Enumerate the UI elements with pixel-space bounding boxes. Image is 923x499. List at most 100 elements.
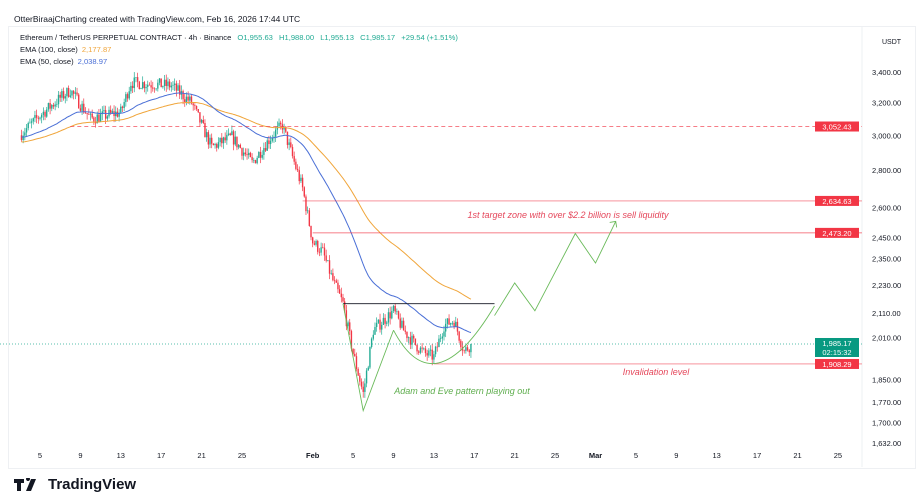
candle-body [298, 170, 300, 182]
candle-body [52, 105, 55, 107]
ema50-label: EMA (50, close) [20, 57, 74, 66]
x-tick-label: 17 [470, 451, 478, 460]
candle-body [436, 346, 438, 348]
candle-body [409, 337, 412, 345]
candle-body [121, 106, 124, 108]
ema100-label: EMA (100, close) [20, 45, 78, 54]
candle-body [242, 152, 245, 156]
candle-body [401, 320, 403, 328]
x-tick-label: 21 [511, 451, 519, 460]
candle-body [138, 81, 141, 90]
candle-body [323, 247, 326, 256]
y-tick-label: 3,200.00 [872, 99, 901, 108]
level-price-label: 2,473.20 [822, 229, 851, 238]
candle-body [59, 94, 61, 98]
ema100-legend[interactable]: EMA (100, close) 2,177.87 [20, 45, 115, 54]
candle-body [168, 81, 171, 88]
candle-body [261, 154, 263, 158]
candle-body [301, 177, 304, 188]
candle-body [140, 88, 142, 90]
candle-body [155, 88, 157, 90]
ohlc-close: C1,985.17 [360, 33, 396, 42]
candle-body [451, 322, 454, 324]
candle-body [25, 128, 28, 133]
candle-body [278, 122, 280, 127]
x-tick-label: 25 [238, 451, 246, 460]
candle-body [306, 210, 309, 212]
candle-body [22, 135, 24, 140]
candle-body [236, 136, 238, 148]
candle-body [30, 121, 33, 123]
candle-body [428, 350, 430, 356]
candle-body [42, 111, 45, 115]
candle-body [160, 78, 162, 88]
candle-body [167, 81, 169, 86]
candle-body [434, 346, 437, 355]
level-price-tag [815, 227, 859, 238]
candle-body [141, 82, 144, 89]
x-tick-label: 13 [117, 451, 125, 460]
candle-body [91, 113, 93, 118]
candle-body [355, 356, 358, 369]
y-tick-label: 2,110.00 [872, 309, 901, 318]
ema50-legend[interactable]: EMA (50, close) 2,038.97 [20, 57, 111, 66]
x-tick-label: 13 [430, 451, 438, 460]
candle-body [330, 273, 332, 274]
candle-body [300, 177, 302, 182]
level-price-label: 3,052.43 [822, 123, 851, 132]
pattern-annotation: Adam and Eve pattern playing out [393, 386, 530, 396]
candle-body [386, 322, 388, 324]
candle-body [37, 117, 40, 119]
candle-body [222, 137, 225, 144]
y-tick-label: 2,450.00 [872, 234, 901, 243]
candle-body [103, 110, 105, 112]
candle-body [217, 142, 220, 148]
candle-body [455, 321, 457, 327]
candle-body [229, 133, 231, 136]
candle-body [32, 118, 34, 122]
candle-body [62, 91, 65, 99]
level-price-label: 2,634.63 [822, 197, 851, 206]
candle-body [424, 348, 427, 354]
candle-body [381, 324, 383, 330]
x-tick-label: 17 [753, 451, 761, 460]
candle-body [317, 241, 319, 252]
x-tick-label: 9 [78, 451, 82, 460]
candle-body [51, 105, 53, 109]
candle-body [251, 156, 253, 161]
candle-body [106, 116, 109, 119]
candle-body [69, 95, 71, 97]
y-tick-label: 2,010.00 [872, 334, 901, 343]
x-tick-label: 5 [351, 451, 355, 460]
candle-body [269, 140, 272, 145]
candle-body [150, 85, 152, 88]
candle-body [372, 334, 374, 339]
candle-body [332, 273, 334, 281]
candle-body [263, 148, 265, 155]
chart-frame [8, 26, 916, 469]
candle-body [133, 77, 135, 89]
candle-body [177, 85, 179, 91]
candle-body [470, 343, 472, 353]
candle-body [290, 142, 292, 148]
symbol-name[interactable]: Ethereum / TetherUS PERPETUAL CONTRACT ·… [20, 33, 232, 42]
candle-body [280, 122, 282, 125]
candle-body [421, 347, 423, 349]
candle-body [179, 85, 181, 95]
candle-body [441, 336, 444, 339]
candle-body [89, 113, 92, 115]
candle-body [130, 85, 132, 92]
candle-body [175, 83, 178, 91]
candle-body [99, 114, 102, 122]
candle-body [396, 311, 398, 312]
level-price-label: 1,908.29 [822, 360, 851, 369]
candle-body [325, 255, 327, 261]
candle-body [423, 348, 425, 350]
candle-body [288, 142, 290, 145]
projection-path [494, 221, 617, 316]
candle-body [190, 96, 193, 104]
candle-body [57, 94, 60, 105]
candle-body [61, 91, 63, 98]
candle-body [303, 187, 305, 197]
